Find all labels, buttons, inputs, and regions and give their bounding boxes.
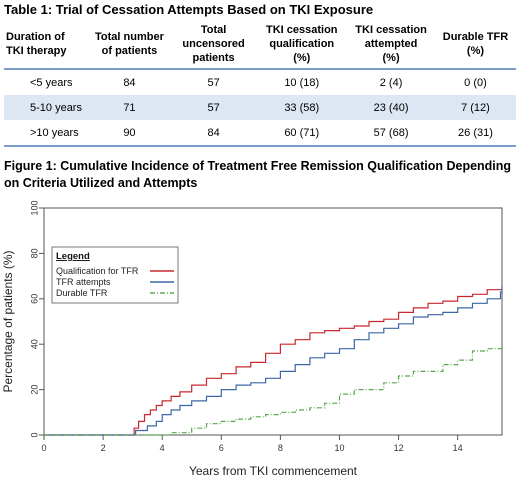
- table-cell: 60 (71): [256, 120, 348, 147]
- table-header-line: TKI cessation: [265, 24, 338, 36]
- table-body: <5 years 84 57 10 (18) 2 (4) 0 (0) 5-10 years 7…: [4, 69, 516, 147]
- table-cell: 71: [87, 95, 171, 120]
- y-tick-label: 20: [29, 385, 39, 395]
- series-line: [44, 285, 503, 436]
- table-header-line: (%): [466, 45, 485, 57]
- table-cell: 7 (12): [434, 95, 516, 120]
- table-cell: 33 (58): [256, 95, 348, 120]
- x-tick-label: 12: [394, 443, 404, 453]
- table-header-line: uncensored: [182, 38, 245, 50]
- table-cell: 90: [87, 120, 171, 147]
- table-cell: 0 (0): [464, 76, 487, 89]
- cessation-table: Duration of TKI therapy Total number of pat…: [4, 20, 516, 147]
- table-header-cell: Total number of patients: [87, 20, 171, 70]
- table-cell: 84: [123, 76, 136, 89]
- y-tick-label: 0: [29, 432, 39, 437]
- table-cell: 84: [170, 120, 257, 147]
- series-line: [44, 287, 503, 436]
- table-header-line: Total number: [95, 31, 164, 43]
- table-header-line: qualification: [269, 38, 335, 50]
- table-row: 5-10 years 71 57 33 (58) 23 (40) 7 (12): [4, 95, 516, 120]
- x-tick-label: 14: [453, 443, 463, 453]
- figure-title: Figure 1: Cumulative Incidence of Treatm…: [4, 159, 512, 190]
- table-title: Table 1: Trial of Cessation Attempts Bas…: [4, 2, 374, 17]
- x-tick-label: 2: [101, 443, 106, 453]
- table-cell: 57 (68): [347, 120, 435, 147]
- y-tick-label: 100: [29, 200, 39, 215]
- table-header-line: Total: [200, 24, 227, 36]
- table-header-cell: TKI cessation attempted (%): [347, 20, 435, 70]
- x-tick-label: 0: [41, 443, 46, 453]
- table-header-line: TKI cessation: [355, 24, 427, 36]
- table-header-line: attempted: [364, 38, 418, 50]
- table-header-line: TKI therapy: [6, 45, 67, 57]
- x-tick-label: 10: [334, 443, 344, 453]
- table-header-line: Durable TFR: [442, 31, 509, 43]
- table-cell: 57: [207, 76, 220, 89]
- table-header-cell: Durable TFR (%): [434, 20, 516, 70]
- x-tick-label: 8: [278, 443, 283, 453]
- table-header-line: patients: [192, 52, 235, 64]
- table-cell: 57: [170, 95, 257, 120]
- cumulative-incidence-chart: 0 2 4 6 8 10 12 14 0 20 40 60 80 100 Years from TKI co…: [1, 200, 503, 478]
- legend-title: Legend: [56, 251, 90, 262]
- legend-label: Durable TFR: [56, 288, 108, 298]
- legend-label: Qualification for TFR: [56, 266, 139, 276]
- table-row: >10 years 90 84 60 (71) 57 (68) 26 (31): [4, 120, 516, 147]
- y-axis-label: Percentage of patients (%): [1, 250, 15, 392]
- table-cell: 23 (40): [347, 95, 435, 120]
- table-header-line: of patients: [101, 45, 158, 57]
- table-cell: 5-10 years: [4, 95, 88, 120]
- table-cell: 10 (18): [284, 76, 320, 89]
- x-axis-label: Years from TKI commencement: [189, 464, 358, 478]
- table-cell: 26 (31): [434, 120, 516, 147]
- table-header-cell: Total uncensored patients: [170, 20, 257, 70]
- table-header-line: (%): [293, 52, 311, 64]
- x-tick-label: 4: [160, 443, 165, 453]
- table-cell: >10 years: [4, 120, 88, 147]
- y-tick-label: 40: [29, 339, 39, 349]
- x-tick-label: 6: [219, 443, 224, 453]
- legend-label: TFR attempts: [56, 277, 111, 287]
- table-row: <5 years 84 57 10 (18) 2 (4) 0 (0): [4, 69, 516, 95]
- plot-frame: [43, 207, 503, 436]
- table-header-cell: TKI cessation qualification (%): [256, 20, 348, 70]
- y-tick-label: 80: [29, 248, 39, 258]
- table-cell: 2 (4): [379, 76, 403, 89]
- table-cell: <5 years: [30, 76, 73, 89]
- table-header-row: Duration of TKI therapy Total number of pat…: [4, 20, 516, 70]
- table-header-line: (%): [382, 52, 400, 64]
- table-header-line: Duration of: [6, 31, 65, 43]
- series-line: [44, 348, 502, 436]
- y-tick-label: 60: [29, 294, 39, 304]
- table-header-cell: Duration of TKI therapy: [4, 20, 88, 70]
